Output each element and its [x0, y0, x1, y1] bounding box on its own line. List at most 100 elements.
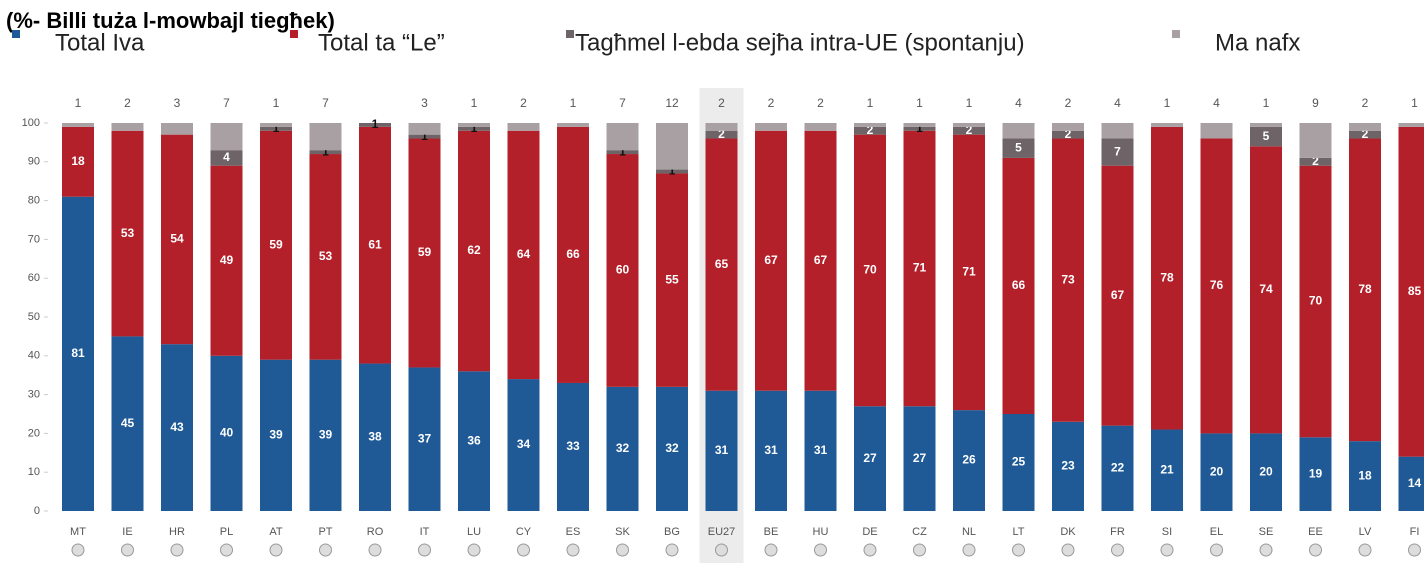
bar-segment: [903, 123, 936, 127]
data-label: 32: [665, 441, 679, 455]
bar-segment: [705, 390, 738, 511]
data-label: 1: [1164, 96, 1171, 110]
bar-segment: [1200, 123, 1233, 139]
bar-segment: [260, 123, 292, 127]
flag: [517, 543, 530, 557]
bar-segment: [1151, 429, 1183, 511]
data-label: 39: [269, 428, 283, 442]
data-label: 53: [319, 249, 333, 263]
bar-segment: [606, 150, 639, 155]
bar-segment: [606, 386, 639, 511]
bar-segment: [1052, 421, 1084, 511]
data-label: 78: [1358, 282, 1372, 296]
bar-segment: [1250, 433, 1282, 511]
data-label: 9: [1312, 96, 1319, 110]
legend-swatch: [1172, 30, 1180, 38]
data-label: 25: [1012, 455, 1026, 469]
data-label: 19: [1309, 466, 1323, 480]
x-tick-label: HU: [813, 526, 829, 538]
bar-segment: [161, 123, 193, 135]
data-label: 2: [124, 96, 131, 110]
flag: [319, 543, 332, 557]
data-label: 2: [1065, 96, 1072, 110]
y-tick-label: 90: [28, 156, 40, 168]
data-label: 1: [916, 121, 923, 135]
x-tick-label: LV: [1359, 526, 1372, 538]
data-label: 70: [863, 263, 877, 277]
data-label: 60: [616, 263, 630, 277]
data-label: 1: [966, 96, 973, 110]
data-label: 23: [1061, 459, 1075, 473]
bar-segment: [854, 126, 886, 135]
x-tick-label: AT: [269, 526, 283, 538]
bar-segment: [1349, 130, 1381, 139]
bar-segment: [1151, 123, 1183, 127]
x-tick-label: LU: [467, 526, 481, 538]
data-label: 66: [566, 247, 580, 261]
bar-segment: [656, 386, 688, 511]
legend-label: Total ta “Le”: [318, 29, 445, 56]
data-label: 1: [669, 164, 676, 178]
bar-segment: [1349, 138, 1381, 442]
x-tick-label: LT: [1012, 526, 1024, 538]
data-label: 12: [665, 96, 679, 110]
data-label: 1: [867, 96, 874, 110]
bar-segment: [1052, 138, 1084, 422]
data-label: 1: [372, 117, 379, 131]
data-label: 37: [418, 431, 432, 445]
bar-segment: [161, 344, 193, 511]
data-label: 61: [368, 237, 382, 251]
bar-segment: [903, 406, 936, 511]
x-tick-label: CZ: [912, 526, 927, 538]
data-label: 1: [471, 121, 478, 135]
data-label: 67: [764, 253, 778, 267]
bar-segment: [606, 154, 639, 387]
bar-segment: [260, 130, 292, 360]
data-label: 1: [273, 96, 280, 110]
x-tick-label: EU27: [708, 526, 736, 538]
bar-segment: [1002, 414, 1035, 511]
bar-segment: [1002, 138, 1035, 158]
y-tick-label: 60: [28, 272, 40, 284]
y-tick-label: 40: [28, 350, 40, 362]
y-tick-label: 70: [28, 233, 40, 245]
bar-segment: [210, 150, 243, 166]
flag: [1210, 543, 1223, 557]
x-tick-label: SE: [1259, 526, 1274, 538]
flag: [1012, 543, 1025, 557]
legend-label: Ma nafx: [1215, 29, 1300, 56]
flag: [1309, 543, 1322, 557]
x-tick-label: SK: [615, 526, 630, 538]
data-label: 2: [718, 127, 725, 141]
bar-segment: [359, 363, 391, 511]
data-label: 1: [471, 96, 478, 110]
x-tick-label: HR: [169, 526, 185, 538]
data-label: 67: [814, 253, 828, 267]
bar-segment: [408, 367, 441, 511]
x-tick-label: PL: [220, 526, 233, 538]
flag: [170, 543, 184, 557]
bar-segment: [804, 123, 837, 131]
x-tick-label: BE: [764, 526, 779, 538]
legend-label: Total Iva: [55, 29, 145, 56]
flag: [467, 543, 481, 557]
y-tick-label: 0: [34, 505, 40, 517]
data-label: 7: [322, 96, 329, 110]
bar-segment: [260, 126, 292, 131]
x-tick-label: DK: [1060, 526, 1076, 538]
flag: [269, 543, 283, 557]
data-label: 22: [1111, 460, 1125, 474]
data-label: 1: [1411, 96, 1418, 110]
bar-segment: [1250, 146, 1282, 434]
data-label: 1: [570, 96, 577, 110]
data-label: 5: [1015, 140, 1022, 154]
bar-segment: [755, 130, 787, 391]
data-label: 1: [273, 121, 280, 135]
data-label: 66: [1012, 278, 1026, 292]
bar-segment: [804, 390, 837, 511]
bar-segment: [111, 123, 144, 131]
data-label: 39: [319, 428, 333, 442]
y-tick-label: 80: [28, 195, 40, 207]
bar-segment: [458, 123, 490, 127]
y-tick-label: 100: [22, 117, 40, 129]
